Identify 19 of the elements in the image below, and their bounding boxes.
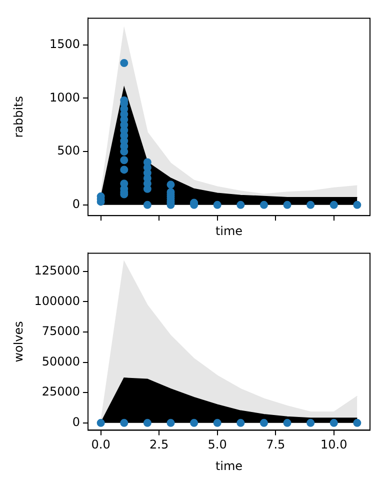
x-tick-label: 7.5	[266, 438, 286, 452]
y-tick-label: 500	[57, 144, 80, 158]
x-tick-label: 2.5	[150, 438, 169, 452]
y-axis-title: wolves	[11, 321, 26, 362]
y-tick-label: 0	[72, 415, 80, 430]
x-axis-title: time	[215, 224, 243, 238]
y-tick-label: 75000	[42, 324, 80, 338]
y-tick-label: 100000	[34, 294, 80, 308]
y-tick-label: 1000	[49, 90, 80, 104]
x-tick-label: 10.0	[320, 438, 348, 452]
x-tick-label: 5.0	[208, 438, 227, 452]
y-tick-label: 125000	[34, 264, 80, 278]
x-axis-title: time	[215, 458, 243, 473]
y-tick-label: 25000	[42, 384, 80, 399]
x-tick-label: 0.0	[91, 438, 110, 452]
y-tick-label: 1500	[49, 37, 80, 51]
y-axis-title: rabbits	[11, 96, 26, 138]
y-tick-label: 50000	[42, 354, 80, 368]
y-tick-label: 0	[72, 197, 80, 212]
